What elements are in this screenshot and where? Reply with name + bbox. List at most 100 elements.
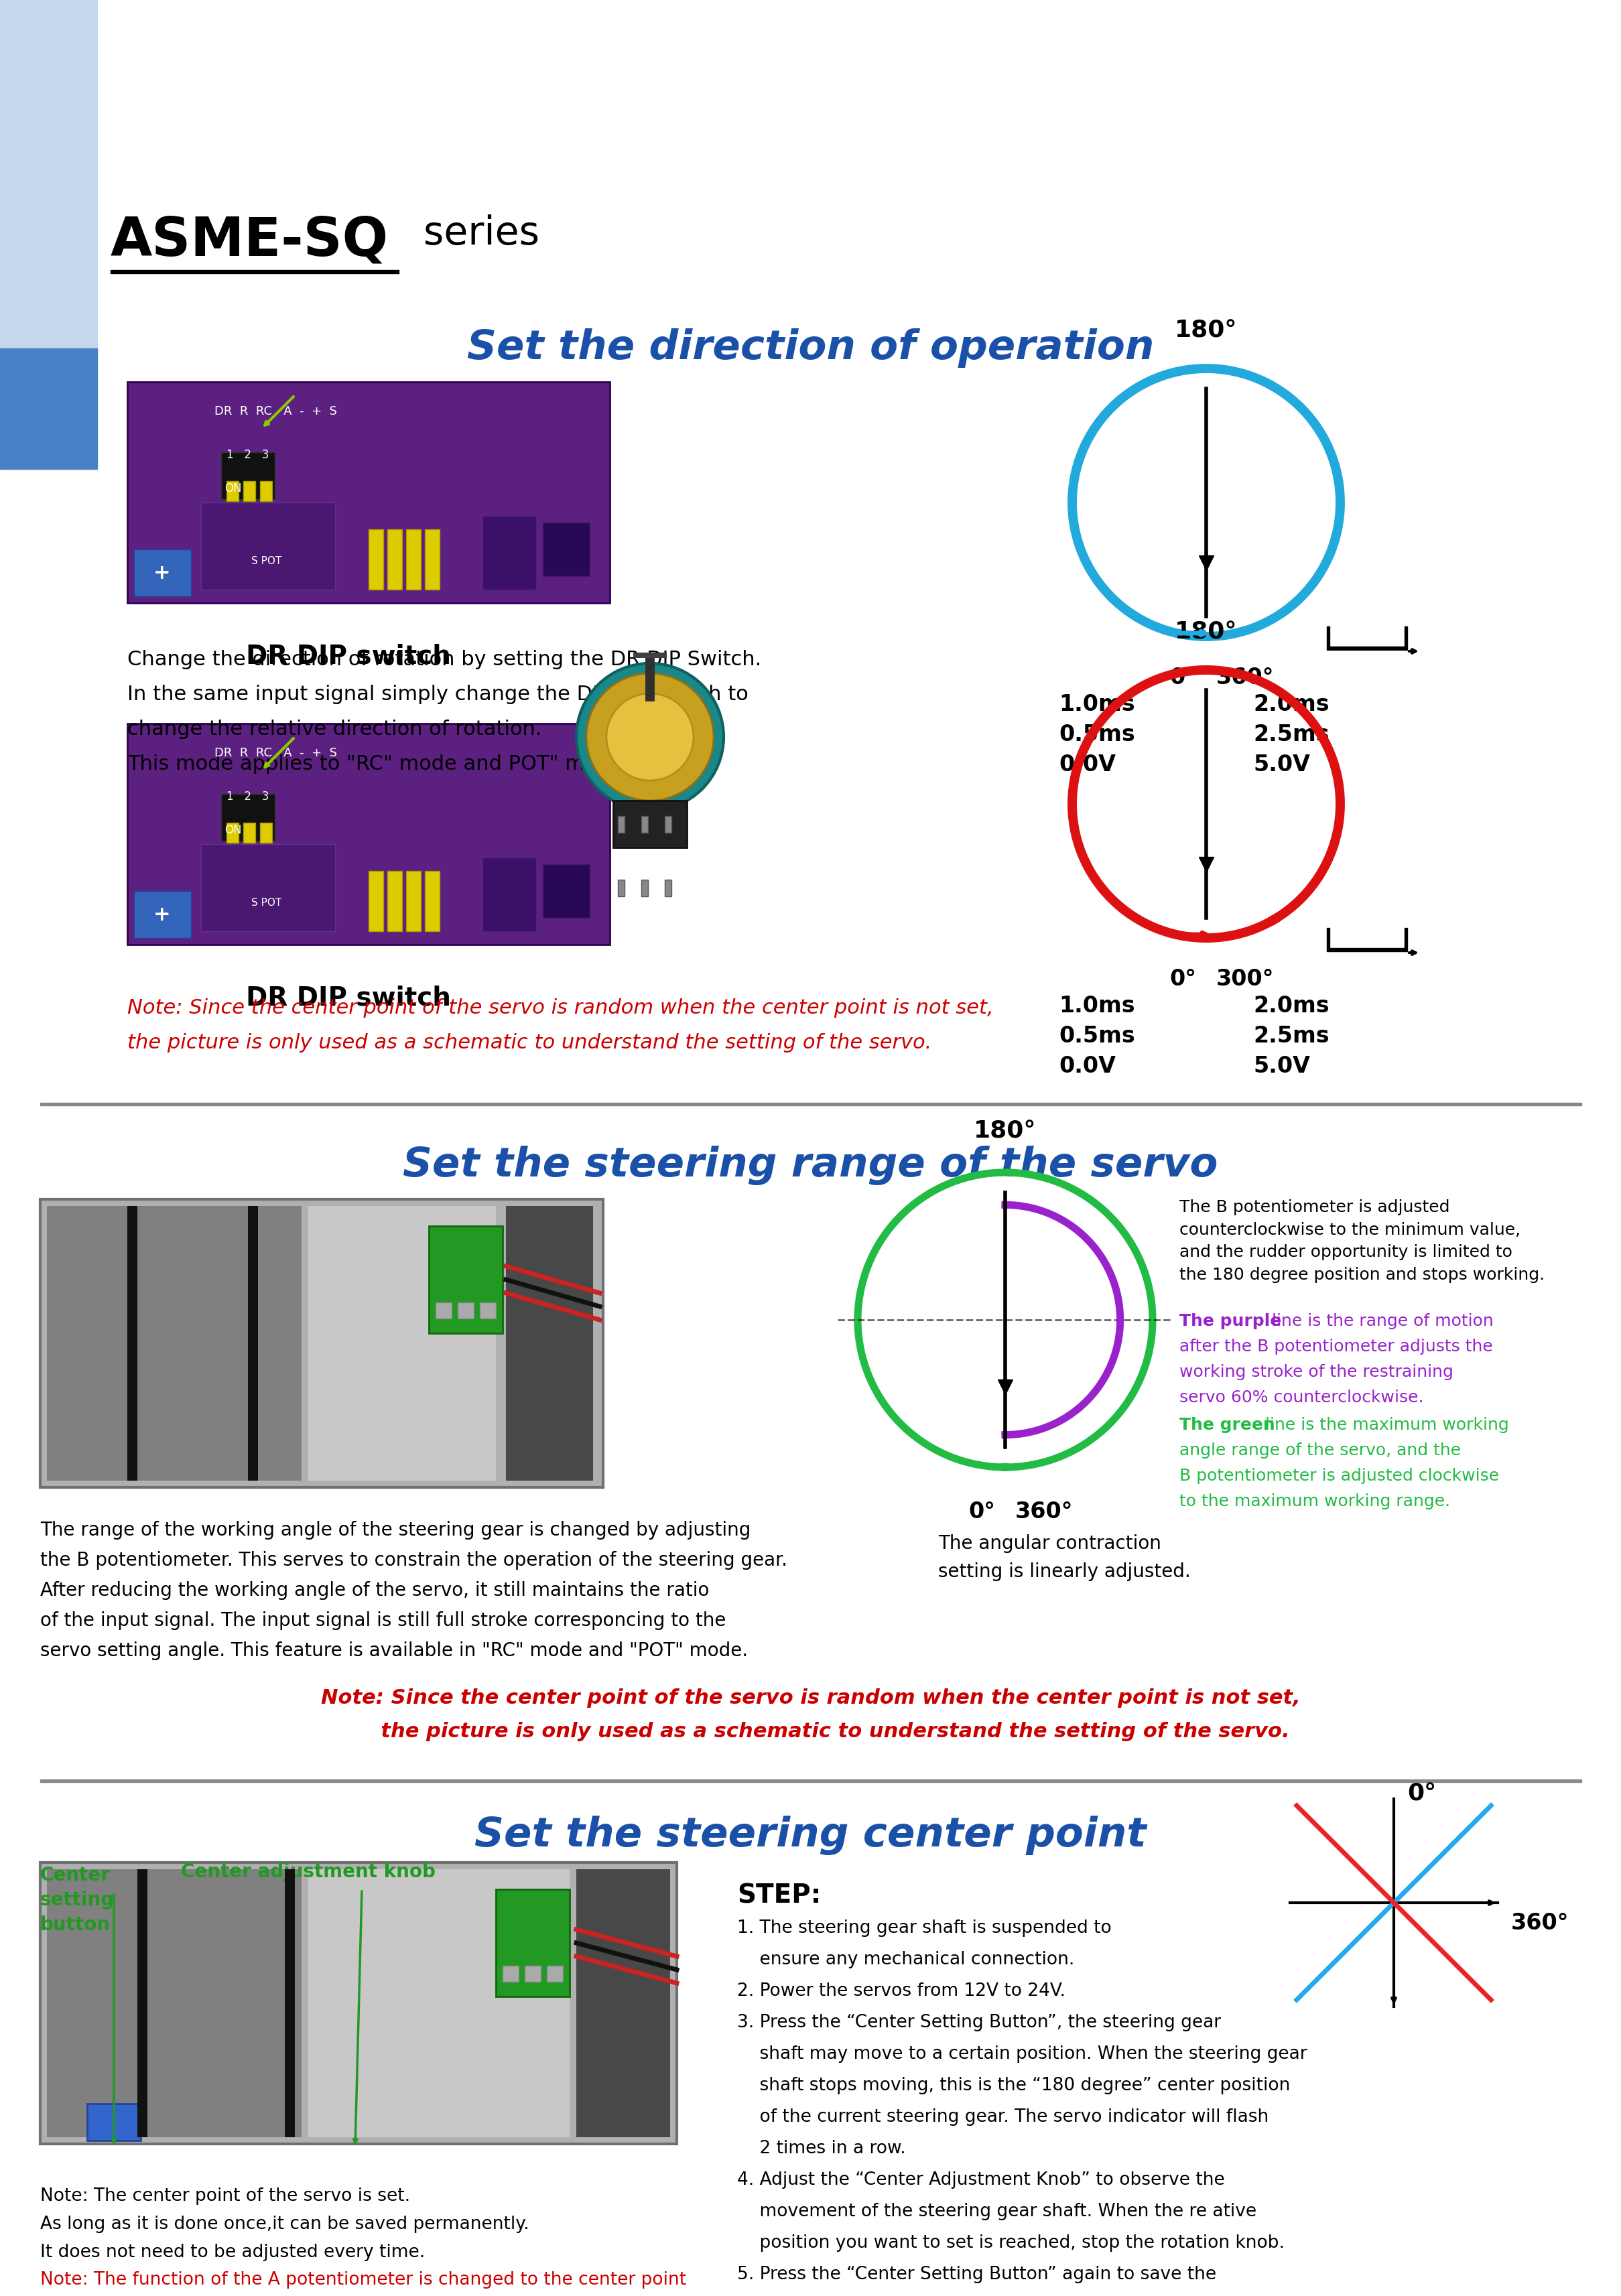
Text: Set the steering range of the servo: Set the steering range of the servo [404,1146,1217,1185]
Bar [642,879,648,895]
Text: servo 60% counterclockwise.: servo 60% counterclockwise. [1180,1389,1423,1405]
Bar [430,1226,503,1334]
Bar [525,1965,541,1981]
Bar [110,271,399,273]
Bar [407,870,421,932]
Text: 2.5ms: 2.5ms [1253,1024,1329,1047]
Bar [243,822,256,843]
Text: Center adjustment knob: Center adjustment knob [182,1862,436,1880]
Bar [308,1205,496,1481]
Text: line is the range of motion: line is the range of motion [1266,1313,1493,1329]
Bar [1404,928,1407,948]
Text: 2. Power the servos from 12V to 24V.: 2. Power the servos from 12V to 24V. [738,1981,1065,2000]
Bar [220,452,274,498]
Bar [503,1965,519,1981]
Bar [496,1890,569,1998]
Bar [308,1869,569,2138]
Bar [259,482,272,501]
Text: The B potentiometer is adjusted
counterclockwise to the minimum value,
and the r: The B potentiometer is adjusted counterc… [1180,1199,1545,1283]
Text: Center
setting
button: Center setting button [41,1867,115,1933]
Bar [618,879,624,895]
Ellipse shape [587,673,713,801]
Bar [483,517,537,590]
Text: 2 times in a row.: 2 times in a row. [738,2140,906,2158]
Bar [41,1779,1582,1782]
Bar [425,870,439,932]
Text: Set the steering center point: Set the steering center point [475,1816,1146,1855]
Text: Set the direction of operation: Set the direction of operation [467,328,1154,367]
Text: 2.0ms: 2.0ms [1253,693,1329,716]
Ellipse shape [606,693,694,781]
Text: 1   2   3: 1 2 3 [227,790,269,804]
Bar [457,1302,473,1318]
Bar [41,1862,678,2144]
Bar [243,482,256,501]
Bar [368,870,383,932]
Bar [1328,928,1329,948]
Bar [259,822,272,843]
Bar [135,549,191,597]
Bar [483,859,537,932]
Text: change the relative direction of rotation.: change the relative direction of rotatio… [128,719,541,739]
Text: STEP:: STEP: [738,1883,822,1908]
Text: shaft stops moving, this is the “180 degree” center position: shaft stops moving, this is the “180 deg… [738,2078,1290,2094]
Bar [1404,627,1407,647]
Text: 300°: 300° [1216,969,1274,990]
Text: servo setting angle. This feature is available in "RC" mode and "POT" mode.: servo setting angle. This feature is ava… [41,1642,747,1660]
Text: The angular contraction: The angular contraction [939,1534,1161,1552]
Text: 2.0ms: 2.0ms [1253,994,1329,1017]
Text: position you want to set is reached, stop the rotation knob.: position you want to set is reached, sto… [738,2234,1284,2252]
Bar [88,2103,141,2140]
Text: 0.0V: 0.0V [1059,753,1115,776]
Bar [642,815,648,833]
Bar [577,1869,669,2138]
Bar [618,815,624,833]
Bar [128,381,609,604]
Text: DR DIP switch: DR DIP switch [246,985,451,1010]
Bar [47,1869,302,2138]
Text: S POT: S POT [251,898,282,907]
Text: 180°: 180° [1175,620,1237,643]
Text: 0°: 0° [1169,666,1196,689]
Text: 180°: 180° [1175,319,1237,342]
Text: 360°: 360° [1511,1913,1569,1933]
Bar [201,845,336,932]
Bar [220,794,274,840]
Text: the picture is only used as a schematic to understand the setting of the servo.: the picture is only used as a schematic … [331,1722,1290,1740]
Text: DR  R  RC   A  -  +  S: DR R RC A - + S [214,406,337,418]
Bar [0,349,97,468]
Text: DR  R  RC   A  -  +  S: DR R RC A - + S [214,746,337,760]
Bar [138,1869,148,2138]
Text: +: + [154,563,170,583]
Bar [1328,948,1407,951]
Text: +: + [154,905,170,925]
Text: 0.0V: 0.0V [1059,1056,1115,1077]
Text: 0°: 0° [1407,1782,1436,1805]
Text: 1   2   3: 1 2 3 [227,450,269,461]
Bar [227,482,238,501]
Text: 1.0ms: 1.0ms [1059,994,1135,1017]
Bar [543,863,590,918]
Bar [41,1102,1582,1104]
Bar [201,503,336,590]
Text: 0.5ms: 0.5ms [1059,723,1135,746]
Text: It does not need to be adjusted every time.: It does not need to be adjusted every ti… [41,2243,425,2262]
Text: Note: The function of the A potentiometer is changed to the center point: Note: The function of the A potentiomete… [41,2271,686,2289]
Text: 360°: 360° [1216,666,1274,689]
Ellipse shape [577,664,723,810]
Text: 360°: 360° [1015,1502,1073,1522]
Text: 0°: 0° [968,1502,995,1522]
Text: shaft may move to a certain position. When the steering gear: shaft may move to a certain position. Wh… [738,2046,1307,2062]
Text: series: series [399,214,540,253]
Bar [1328,627,1329,647]
Bar [387,870,402,932]
Bar [546,1965,562,1981]
Text: of the input signal. The input signal is still full stroke corresponcing to the: of the input signal. The input signal is… [41,1612,726,1630]
Text: to the maximum working range.: to the maximum working range. [1180,1492,1451,1508]
Text: angle range of the servo, and the: angle range of the servo, and the [1180,1442,1461,1458]
Bar [506,1205,593,1481]
Text: setting is linearly adjusted.: setting is linearly adjusted. [939,1561,1190,1582]
Bar [436,1302,452,1318]
Text: 1. The steering gear shaft is suspended to: 1. The steering gear shaft is suspended … [738,1919,1112,1938]
Bar [543,523,590,576]
